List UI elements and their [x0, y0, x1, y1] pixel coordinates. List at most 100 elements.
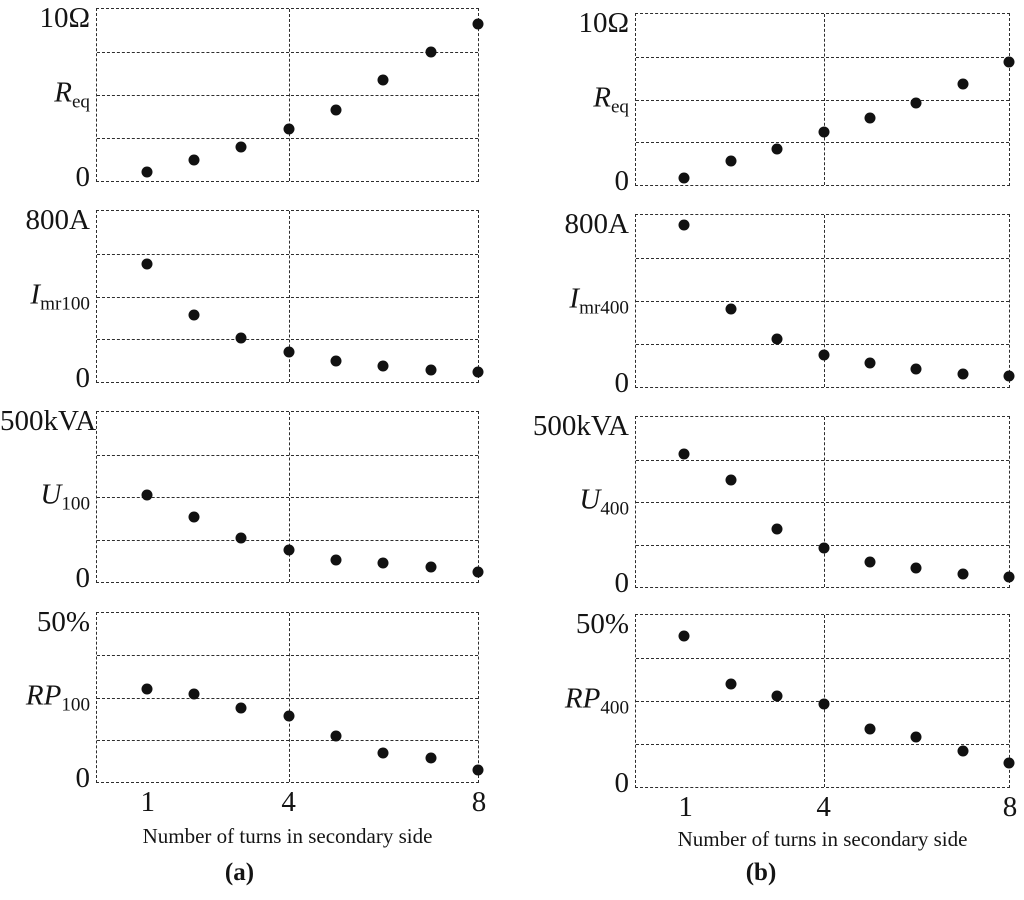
- plot-area: [96, 8, 484, 182]
- y-axis-quantity-label: RP400: [512, 684, 629, 718]
- panel-a-req: 10Ω Req 0: [0, 4, 484, 192]
- y-axis-max-label: 50%: [36, 606, 90, 638]
- panel-b-rp400: 50% RP400 0: [512, 610, 1015, 798]
- x-tick-label: 8: [1002, 791, 1018, 823]
- gridline-horizontal: [97, 739, 478, 741]
- data-point: [283, 710, 295, 722]
- gridline-horizontal: [97, 454, 478, 456]
- data-point: [330, 554, 342, 566]
- data-point: [377, 557, 389, 569]
- data-point: [957, 78, 969, 90]
- y-axis-zero-label: 0: [75, 362, 91, 394]
- gridline-horizontal: [97, 697, 478, 699]
- quantity-symbol: U: [40, 478, 62, 511]
- gridline-vertical: [288, 211, 290, 382]
- data-point: [1003, 370, 1015, 382]
- data-point: [283, 544, 295, 556]
- data-point: [377, 360, 389, 372]
- data-point: [425, 752, 437, 764]
- data-point: [141, 489, 153, 501]
- quantity-symbol: R: [54, 76, 72, 109]
- data-point: [678, 172, 690, 184]
- data-point: [910, 363, 922, 375]
- y-axis-quantity-label: Imr400: [512, 284, 629, 319]
- data-point: [864, 556, 876, 568]
- y-axis-max-label: 10Ω: [39, 2, 90, 34]
- data-point: [235, 141, 247, 153]
- data-point: [330, 730, 342, 742]
- x-tick-label: 4: [816, 791, 831, 823]
- data-point: [957, 368, 969, 380]
- subfigure-caption-b: (b): [745, 859, 777, 886]
- quantity-symbol: RP: [25, 678, 62, 711]
- x-axis-ticks-b: 1 4 8: [635, 789, 1017, 823]
- data-point: [141, 683, 153, 695]
- data-point: [188, 309, 200, 321]
- data-point: [235, 702, 247, 714]
- panel-b-u400: 500kVA U400 0: [512, 412, 1015, 598]
- panel-b-req: 10Ω Req 0: [512, 9, 1015, 196]
- y-axis-max-label: 500kVA: [532, 410, 629, 442]
- y-axis-zero-label: 0: [75, 161, 91, 193]
- panel-a-rp100: 50% RP100 0: [0, 608, 484, 793]
- data-point: [771, 690, 783, 702]
- data-point: [1003, 757, 1015, 769]
- plot-area: [635, 416, 1015, 588]
- plot-area: [635, 614, 1015, 788]
- data-point: [188, 688, 200, 700]
- y-axis-zero-label: 0: [614, 165, 630, 197]
- data-point: [818, 542, 830, 554]
- data-point: [425, 561, 437, 573]
- plot-area: [635, 13, 1015, 186]
- data-point: [188, 154, 200, 166]
- y-axis-max-label: 800A: [564, 208, 629, 240]
- y-axis-quantity-label: Req: [0, 76, 90, 113]
- subfigure-caption-a: (a): [224, 859, 255, 886]
- data-point: [725, 474, 737, 486]
- x-tick-label: 4: [281, 786, 296, 818]
- x-tick-label: 1: [678, 791, 693, 823]
- gridline-horizontal: [636, 142, 1009, 144]
- data-point: [235, 332, 247, 344]
- gridline-horizontal: [636, 99, 1009, 101]
- data-point: [472, 366, 484, 378]
- data-point: [283, 123, 295, 135]
- quantity-subscript: 100: [61, 693, 90, 715]
- gridline-horizontal: [97, 253, 478, 255]
- data-point: [818, 698, 830, 710]
- gridline-horizontal: [636, 658, 1009, 659]
- quantity-subscript: eq: [71, 91, 90, 113]
- data-point: [864, 112, 876, 124]
- gridline-horizontal: [636, 344, 1009, 345]
- y-axis-zero-label: 0: [614, 567, 630, 599]
- data-point: [425, 364, 437, 376]
- data-point: [472, 764, 484, 776]
- data-point: [725, 303, 737, 315]
- data-point: [472, 566, 484, 578]
- data-point: [330, 355, 342, 367]
- gridline-horizontal: [97, 52, 478, 53]
- gridline-horizontal: [97, 339, 478, 341]
- data-point: [377, 74, 389, 86]
- panel-b-imr400: 800A Imr400 0: [512, 210, 1015, 398]
- y-axis-zero-label: 0: [75, 562, 91, 594]
- gridline-horizontal: [636, 502, 1009, 503]
- gridline-horizontal: [97, 655, 478, 657]
- quantity-subscript: mr400: [579, 297, 629, 319]
- gridline-vertical: [823, 215, 825, 387]
- data-point: [771, 143, 783, 155]
- gridline-horizontal: [636, 56, 1009, 58]
- y-axis-quantity-label: U100: [0, 478, 90, 514]
- quantity-symbol: U: [579, 483, 601, 516]
- x-tick-label: 8: [471, 786, 487, 818]
- panel-a-imr100: 800A Imr100 0: [0, 206, 484, 393]
- data-point: [678, 219, 690, 231]
- y-axis-zero-label: 0: [75, 762, 91, 794]
- data-point: [141, 166, 153, 178]
- gridline-horizontal: [636, 744, 1009, 745]
- gridline-horizontal: [97, 95, 478, 96]
- data-point: [864, 723, 876, 735]
- data-point: [818, 126, 830, 138]
- gridline-vertical: [288, 613, 290, 782]
- gridline-horizontal: [97, 296, 478, 298]
